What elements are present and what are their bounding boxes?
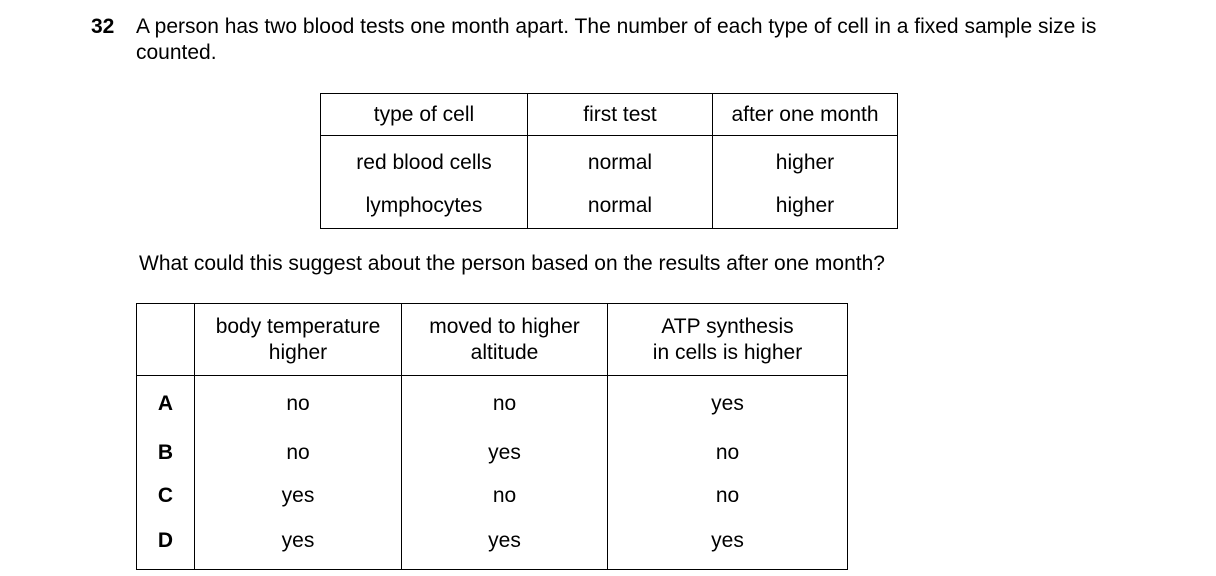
header-line: higher bbox=[268, 340, 328, 364]
option-cell: no bbox=[401, 474, 608, 517]
option-key: B bbox=[136, 431, 195, 474]
option-key: C bbox=[136, 474, 195, 517]
question-prompt: What could this suggest about the person… bbox=[139, 252, 885, 275]
header-line: body temperature bbox=[215, 314, 381, 338]
question-number: 32 bbox=[91, 15, 115, 38]
results-cell: lymphocytes bbox=[320, 188, 528, 229]
results-cell: normal bbox=[527, 135, 713, 188]
option-row-d[interactable]: D yes yes yes bbox=[136, 517, 848, 570]
results-header-cell: after one month bbox=[712, 93, 898, 136]
question-text: A person has two blood tests one month a… bbox=[136, 15, 1097, 64]
options-header-cell: moved to higher altitude bbox=[401, 303, 608, 376]
option-cell: no bbox=[194, 431, 402, 474]
option-cell: yes bbox=[401, 431, 608, 474]
options-header-row: body temperature higher moved to higher … bbox=[136, 303, 848, 376]
option-row-b[interactable]: B no yes no bbox=[136, 431, 848, 474]
options-header-empty-cell bbox=[136, 303, 195, 376]
results-header-cell: type of cell bbox=[320, 93, 528, 136]
option-key: D bbox=[136, 517, 195, 570]
results-header-row: type of cell first test after one month bbox=[320, 93, 898, 136]
option-cell: no bbox=[401, 375, 608, 431]
header-line: ATP synthesis bbox=[661, 314, 794, 338]
option-row-c[interactable]: C yes no no bbox=[136, 474, 848, 517]
results-cell: higher bbox=[712, 135, 898, 188]
option-cell: yes bbox=[607, 375, 848, 431]
header-line: altitude bbox=[470, 340, 539, 364]
header-line: in cells is higher bbox=[652, 340, 803, 364]
option-cell: yes bbox=[607, 517, 848, 570]
options-table: body temperature higher moved to higher … bbox=[136, 303, 848, 570]
header-line: moved to higher bbox=[429, 314, 580, 338]
results-row: red blood cells normal higher bbox=[320, 135, 898, 188]
results-header-cell: first test bbox=[527, 93, 713, 136]
results-row: lymphocytes normal higher bbox=[320, 188, 898, 229]
option-cell: no bbox=[607, 474, 848, 517]
option-cell: no bbox=[194, 375, 402, 431]
results-cell: normal bbox=[527, 188, 713, 229]
options-header-cell: body temperature higher bbox=[194, 303, 402, 376]
option-row-a[interactable]: A no no yes bbox=[136, 375, 848, 431]
results-cell: red blood cells bbox=[320, 135, 528, 188]
options-header-cell: ATP synthesis in cells is higher bbox=[607, 303, 848, 376]
option-cell: no bbox=[607, 431, 848, 474]
results-cell: higher bbox=[712, 188, 898, 229]
results-table: type of cell first test after one month … bbox=[320, 93, 898, 229]
option-cell: yes bbox=[401, 517, 608, 570]
option-key: A bbox=[136, 375, 195, 431]
option-cell: yes bbox=[194, 474, 402, 517]
option-cell: yes bbox=[194, 517, 402, 570]
